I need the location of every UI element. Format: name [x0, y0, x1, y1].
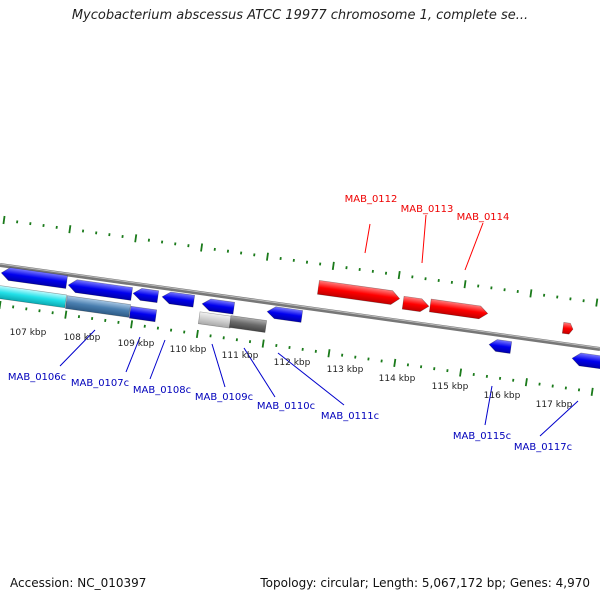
kbp-tick-label: 107 kbp	[10, 328, 47, 338]
gene-feature-reverse[interactable]	[266, 306, 304, 323]
scale-tick	[590, 387, 594, 396]
inner-tick-track	[0, 300, 594, 396]
gene-feature-forward[interactable]	[561, 322, 574, 335]
cyan-feature[interactable]	[0, 284, 67, 309]
dark-gray-feature[interactable]	[229, 315, 267, 333]
scale-tick	[0, 300, 2, 310]
kbp-tick-label: 110 kbp	[170, 345, 207, 355]
gene-feature-reverse[interactable]	[67, 279, 133, 301]
kbp-tick-label: 112 kbp	[274, 358, 311, 368]
scale-tick	[134, 234, 138, 243]
light-gray-feature[interactable]	[197, 311, 233, 329]
kbp-tick-label: 114 kbp	[379, 374, 416, 384]
scale-tick	[261, 339, 265, 348]
gene-feature-forward[interactable]	[317, 280, 401, 305]
leader-line	[277, 352, 345, 406]
gene-label-reverse[interactable]: MAB_0110c	[257, 401, 315, 412]
leader-line	[421, 214, 427, 264]
gene-label-reverse[interactable]: MAB_0117c	[514, 442, 572, 453]
leader-line	[243, 347, 276, 398]
outer-tick-track	[2, 215, 599, 307]
kbp-tick-label: 113 kbp	[327, 365, 364, 375]
kbp-tick-label: 111 kbp	[222, 351, 259, 361]
leader-line	[539, 400, 579, 437]
scale-tick	[397, 270, 401, 280]
scale-tick	[393, 358, 397, 367]
gene-feature-reverse[interactable]	[0, 266, 68, 289]
gene-label-reverse[interactable]: MAB_0115c	[453, 431, 511, 442]
scale-tick	[130, 320, 134, 329]
scale-tick	[327, 349, 331, 358]
backbone-highlight	[0, 263, 600, 349]
kbp-tick-label: 115 kbp	[432, 382, 469, 392]
leader-line	[149, 339, 166, 380]
scale-tick	[595, 298, 599, 307]
scale-tick	[266, 252, 269, 261]
map-title: Mycobacterium abscessus ATCC 19977 chrom…	[71, 8, 529, 23]
gene-label-reverse[interactable]: MAB_0111c	[321, 411, 379, 422]
leader-line	[59, 329, 96, 367]
scale-tick	[2, 215, 6, 225]
gene-label-forward[interactable]: MAB_0113	[401, 204, 454, 215]
scale-tick	[331, 261, 335, 270]
scale-tick	[463, 280, 467, 289]
gene-feature-reverse[interactable]	[571, 352, 600, 370]
scale-tick	[195, 329, 199, 339]
chromosome-backbone	[0, 263, 600, 351]
gene-label-reverse[interactable]: MAB_0108c	[133, 385, 191, 396]
kbp-tick-label: 109 kbp	[118, 339, 155, 349]
gene-label-forward[interactable]: MAB_0112	[345, 194, 398, 205]
leader-line	[464, 222, 484, 271]
kbp-tick-label: 117 kbp	[536, 400, 573, 410]
leader-line	[125, 336, 141, 373]
scale-tick	[459, 368, 463, 377]
leader-line	[484, 385, 493, 426]
scale-tick	[68, 225, 72, 234]
steel-feature[interactable]	[65, 295, 131, 318]
leader-line	[364, 223, 371, 254]
gene-feature-forward[interactable]	[401, 295, 430, 312]
gene-feature-reverse[interactable]	[128, 305, 158, 323]
leader-line	[211, 343, 226, 388]
genome-summary: Topology: circular; Length: 5,067,172 bp…	[260, 576, 590, 590]
gene-feature-reverse[interactable]	[132, 287, 160, 304]
gene-feature-reverse[interactable]	[488, 339, 513, 354]
scale-tick	[64, 310, 68, 319]
kbp-tick-label: 116 kbp	[484, 391, 521, 401]
scale-tick	[529, 289, 533, 298]
scale-tick	[200, 243, 204, 252]
gene-feature-forward[interactable]	[429, 298, 489, 320]
gene-label-reverse[interactable]: MAB_0109c	[195, 392, 253, 403]
accession-label: Accession: NC_010397	[10, 576, 147, 590]
kbp-tick-label: 108 kbp	[64, 333, 101, 343]
gene-label-reverse[interactable]: MAB_0107c	[71, 378, 129, 389]
gene-label-reverse[interactable]: MAB_0106c	[8, 372, 66, 383]
scale-tick	[524, 378, 528, 387]
gene-feature-reverse[interactable]	[201, 298, 236, 315]
gene-label-forward[interactable]: MAB_0114	[457, 212, 510, 223]
gene-feature-reverse[interactable]	[161, 291, 196, 308]
